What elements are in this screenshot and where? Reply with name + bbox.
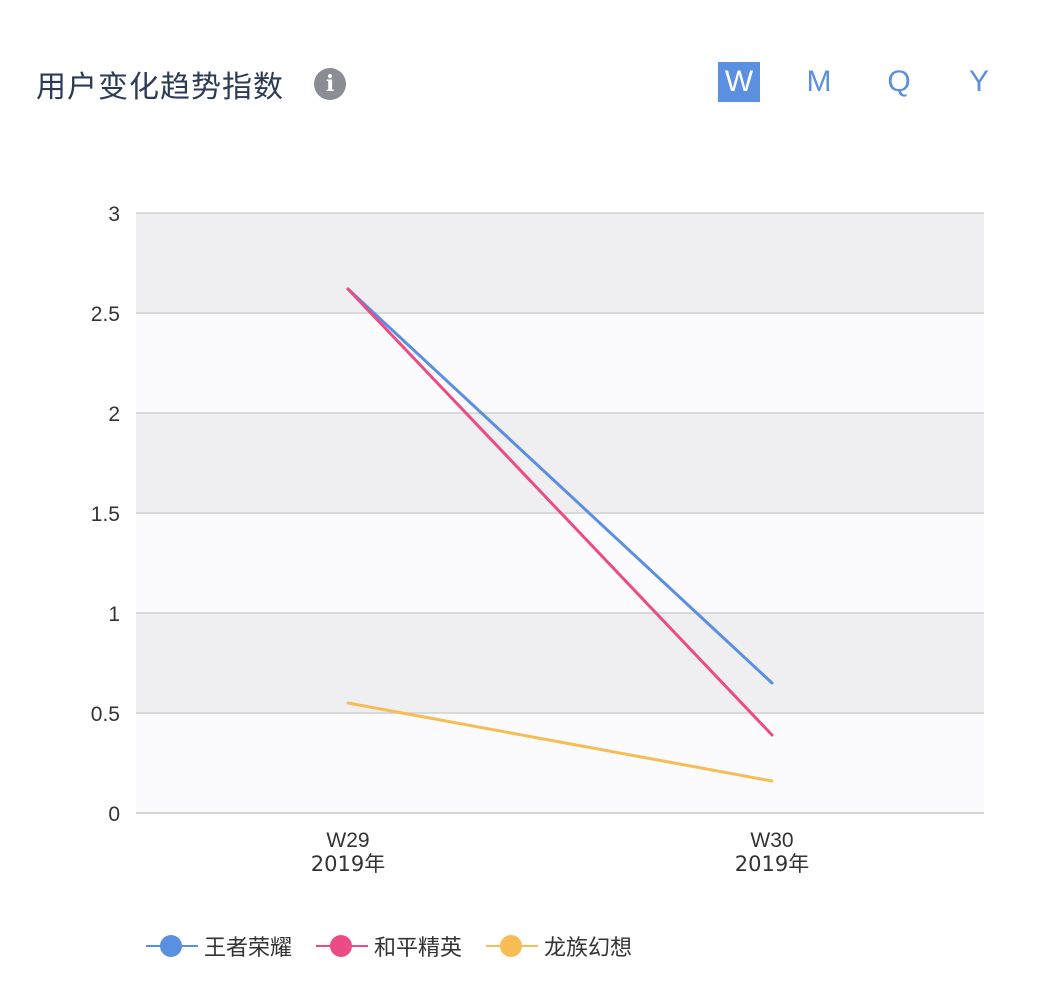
legend-marker [316,928,369,964]
legend-item-series-1[interactable]: 王者荣耀 [146,928,292,964]
x-tick-label: W29 [326,829,369,852]
legend-dot [160,935,182,957]
x-tick-sublabel: 2019年 [311,852,385,876]
legend-label: 龙族幻想 [544,936,633,961]
series-lines [346,287,774,783]
y-tick-label: 1 [108,603,120,626]
info-icon[interactable]: i [314,68,346,100]
period-week-button[interactable]: W [718,62,760,102]
legend-item-series-3[interactable]: 龙族幻想 [486,928,632,964]
legend-dot [500,935,523,957]
series-line-1 [346,287,774,685]
plot-bands [136,213,984,813]
legend: 王者荣耀 和平精英 龙族幻想 [146,928,656,964]
plot-band [136,213,984,313]
plot-band [136,713,984,813]
period-selector: W M Q Y [718,62,1000,102]
y-tick-label: 0 [108,803,120,826]
period-month-button[interactable]: M [806,65,832,98]
series-line-2 [346,287,774,737]
legend-marker [486,928,539,964]
y-tick-label: 2 [108,403,120,426]
series-line-3 [346,701,774,783]
x-tick-sublabel: 2019年 [735,852,809,876]
plot-band [136,513,984,613]
chart-title: 用户变化趋势指数 [36,70,284,105]
plot-band [136,613,984,713]
plot-band [136,413,984,513]
legend-label: 和平精英 [374,936,463,961]
legend-label: 王者荣耀 [204,936,293,961]
legend-item-series-2[interactable]: 和平精英 [316,928,462,964]
y-tick-label: 1.5 [91,503,120,526]
y-tick-label: 3 [108,203,120,226]
legend-dot [330,935,353,957]
period-quarter-button[interactable]: Q [887,65,911,98]
y-tick-label: 2.5 [91,303,120,326]
plot-band [136,313,984,413]
period-year-button[interactable]: Y [968,65,989,98]
chart-header: 用户变化趋势指数 i [36,56,346,112]
y-axis: 0 0.5 1 1.5 2 2.5 3 [91,203,120,826]
x-tick-label: W30 [750,829,793,852]
legend-marker [146,928,198,964]
y-tick-label: 0.5 [91,703,120,726]
